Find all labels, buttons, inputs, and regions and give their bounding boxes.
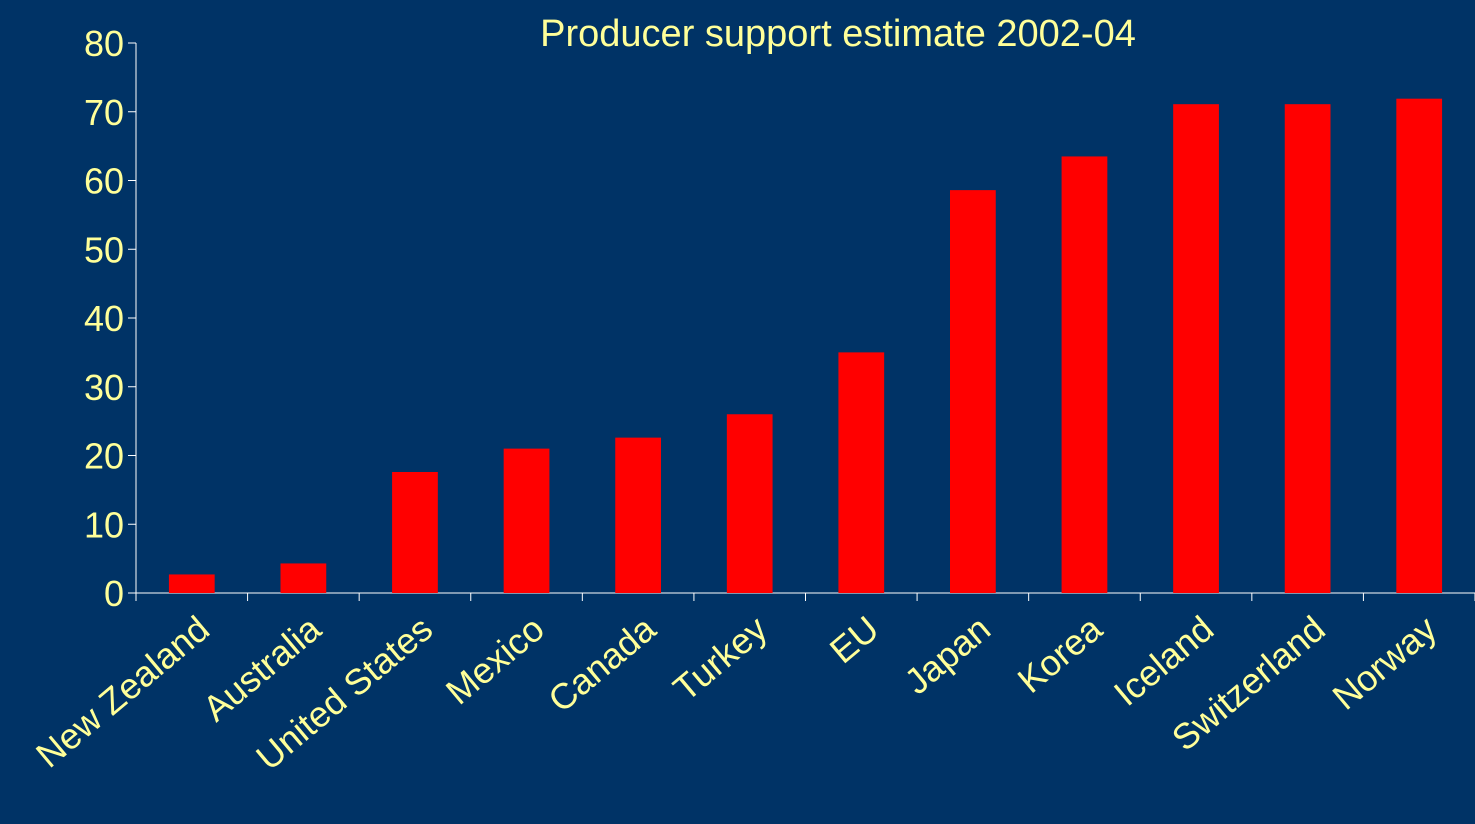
bar-korea bbox=[1061, 156, 1108, 593]
bar-japan bbox=[950, 190, 996, 593]
y-tick-label: 30 bbox=[84, 367, 124, 408]
x-tick-label: New Zealand bbox=[28, 608, 217, 776]
x-tick-label: Japan bbox=[897, 608, 998, 702]
bar-iceland bbox=[1173, 104, 1219, 593]
bar-norway bbox=[1396, 98, 1443, 593]
bar-turkey bbox=[726, 414, 773, 593]
bar-new-zealand bbox=[168, 574, 215, 593]
x-tick-label: Mexico bbox=[438, 608, 552, 713]
bars bbox=[168, 98, 1443, 593]
chart-title: Producer support estimate 2002-04 bbox=[540, 13, 1136, 55]
bar-canada bbox=[615, 437, 661, 593]
y-tick-label: 80 bbox=[84, 23, 124, 64]
y-tick-label: 10 bbox=[84, 504, 124, 545]
y-tick-label: 60 bbox=[84, 161, 124, 202]
bar-eu bbox=[838, 352, 885, 593]
x-tick-label: Turkey bbox=[665, 608, 775, 709]
bar-switzerland bbox=[1284, 104, 1331, 593]
x-tick-label: Korea bbox=[1010, 607, 1111, 701]
y-tick-label: 50 bbox=[84, 229, 124, 270]
bar-united-states bbox=[392, 472, 438, 593]
x-tick-label: EU bbox=[822, 608, 887, 672]
y-tick-label: 0 bbox=[104, 573, 124, 614]
x-tick-label: Canada bbox=[540, 607, 664, 720]
y-tick-label: 40 bbox=[84, 298, 124, 339]
y-tick-label: 70 bbox=[84, 92, 124, 133]
y-tick-label: 20 bbox=[84, 436, 124, 477]
y-axis: 0 10 20 30 40 50 60 70 80 bbox=[84, 23, 137, 614]
bar-mexico bbox=[503, 448, 550, 593]
bar-australia bbox=[280, 563, 327, 593]
x-tick-label: Norway bbox=[1325, 608, 1445, 718]
x-axis bbox=[135, 592, 1475, 601]
